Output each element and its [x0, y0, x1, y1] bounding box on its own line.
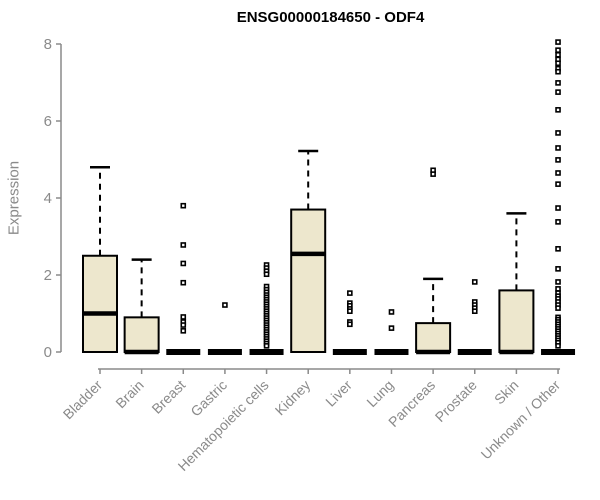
outlier-point: [555, 60, 561, 67]
box-rect: [82, 254, 118, 353]
outlier-point: [471, 279, 478, 285]
box-rect: [123, 316, 160, 354]
outlier-point: [555, 80, 561, 86]
y-tick-label: 6: [44, 113, 52, 130]
outlier-point: [430, 171, 436, 177]
outlier-point: [180, 322, 187, 328]
outlier-point: [555, 286, 561, 292]
x-tick-label: Unknown / Other: [478, 377, 564, 463]
outlier-point: [555, 181, 561, 187]
outlier-point: [347, 321, 353, 328]
x-tick-label: Kidney: [272, 377, 314, 419]
x-tick-label: Lung: [363, 377, 396, 410]
collapsed-box-bar: [166, 349, 201, 355]
outlier-point: [555, 51, 561, 58]
outlier-point: [388, 325, 395, 331]
outlier-point: [180, 202, 187, 209]
x-tick-label: Bladder: [60, 377, 106, 423]
x-tick-label: Breast: [148, 377, 188, 417]
collapsed-box-bar: [207, 349, 242, 355]
outlier-point: [555, 219, 561, 225]
outlier-point: [180, 328, 187, 334]
x-tick-label: Liver: [322, 377, 355, 410]
outlier-point: [555, 205, 561, 211]
outlier-point: [347, 290, 353, 296]
outlier-point: [555, 343, 561, 349]
outlier-point: [180, 279, 187, 286]
y-tick-label: 4: [44, 190, 52, 207]
x-tick-label: Skin: [491, 377, 522, 408]
collapsed-box-bar: [332, 349, 367, 355]
outlier-point: [555, 170, 561, 176]
collapsed-box-bar: [457, 349, 492, 355]
x-tick-label: Prostate: [432, 377, 480, 425]
outlier-point: [222, 302, 228, 308]
outlier-point: [555, 107, 561, 113]
y-tick-label: 8: [44, 36, 52, 53]
y-tick-label: 0: [44, 344, 52, 361]
outlier-point: [263, 271, 270, 278]
outlier-point: [180, 314, 187, 320]
box-rect: [415, 322, 452, 353]
box-rect: [498, 289, 535, 353]
outlier-point: [263, 343, 270, 349]
box-rect: [290, 208, 327, 353]
outlier-point: [555, 89, 561, 95]
outlier-point: [180, 260, 187, 267]
outlier-point: [471, 308, 478, 314]
outlier-point: [555, 130, 561, 136]
y-tick-label: 2: [44, 267, 52, 284]
outlier-point: [555, 47, 561, 53]
chart-title: ENSG00000184650 - ODF4: [236, 9, 425, 26]
outlier-point: [555, 246, 561, 252]
outlier-point: [555, 157, 561, 163]
collapsed-box-bar: [249, 349, 284, 355]
outlier-point: [555, 305, 561, 311]
outlier-point: [555, 145, 561, 151]
outlier-point: [555, 68, 561, 75]
y-axis-label: Expression: [5, 160, 23, 236]
outlier-point: [555, 279, 561, 285]
outlier-point: [555, 39, 561, 45]
outlier-point: [347, 308, 353, 314]
collapsed-box-bar: [541, 349, 576, 355]
outlier-point: [388, 309, 395, 315]
collapsed-box-bar: [374, 349, 409, 355]
x-tick-label: Brain: [112, 377, 146, 411]
outlier-point: [180, 242, 187, 248]
outlier-point: [555, 266, 561, 272]
